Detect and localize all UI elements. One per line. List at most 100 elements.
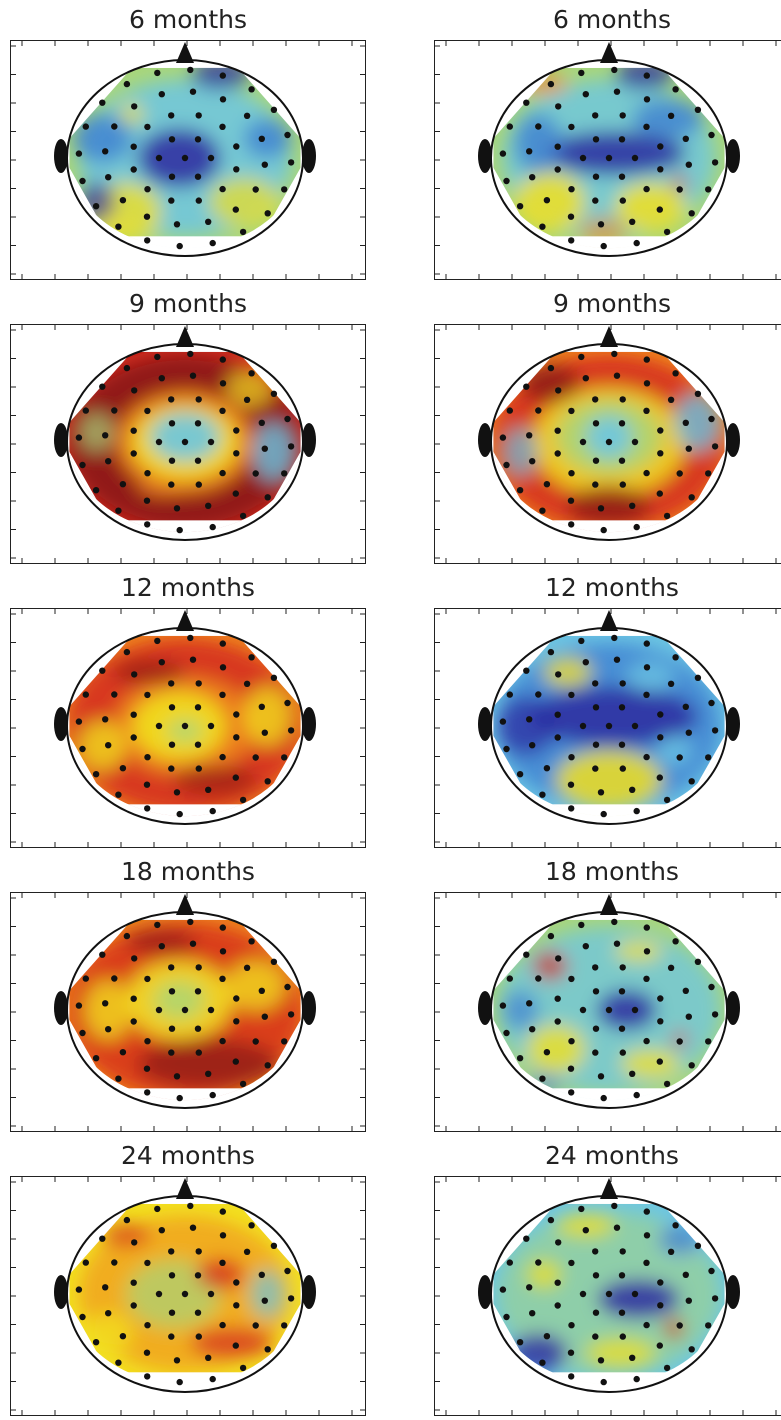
electrode-dot: [695, 675, 701, 681]
electrode-dot: [219, 408, 225, 414]
electrode-dot: [598, 1357, 604, 1363]
electrode-dot: [105, 458, 111, 464]
electrode-dot: [544, 1049, 550, 1055]
electrode-dot: [592, 964, 598, 970]
electrode-dot: [657, 427, 663, 433]
electrode-dot: [154, 354, 160, 360]
electrode-dot: [644, 356, 650, 362]
electrode-dot: [523, 1236, 529, 1242]
electrode-dot: [195, 1310, 201, 1316]
electrode-dot: [124, 81, 130, 87]
electrode-dot: [708, 700, 714, 706]
electrode-dot: [79, 178, 85, 184]
electrode-dot: [657, 734, 663, 740]
electrode-dot: [177, 1379, 183, 1385]
electrode-dot: [672, 86, 678, 92]
electrode-dot: [208, 155, 214, 161]
electrode-dot: [233, 995, 239, 1001]
electrode-dot: [529, 174, 535, 180]
electrode-dot: [592, 765, 598, 771]
topomap-panel-right-6mo: 6 months: [434, 0, 781, 284]
electrode-dot: [664, 513, 670, 519]
electrode-dot: [592, 1333, 598, 1339]
electrode-dot: [614, 373, 620, 379]
electrode-dot: [644, 664, 650, 670]
electrode-dot: [131, 166, 137, 172]
electrode-dot: [156, 1007, 162, 1013]
electrode-dot: [154, 922, 160, 928]
electrode-dot: [210, 1376, 216, 1382]
electrode-dot: [672, 370, 678, 376]
electrode-dot: [568, 1260, 574, 1266]
electrode-dot: [580, 155, 586, 161]
electrode-dot: [517, 487, 523, 493]
electrode-dot: [580, 1291, 586, 1297]
electrode-dot: [105, 1026, 111, 1032]
electrode-dot: [131, 387, 137, 393]
topomap-panel-right-12mo: 12 months: [434, 568, 781, 852]
electrode-dot: [169, 704, 175, 710]
electrode-dot: [83, 407, 89, 413]
electrode-dot: [664, 1081, 670, 1087]
electrode-dot: [182, 1007, 188, 1013]
electrode-dot: [233, 1058, 239, 1064]
electrode-dot: [668, 397, 674, 403]
electrode-dot: [102, 1284, 108, 1290]
electrode-dot: [619, 742, 625, 748]
electrode-dot: [593, 174, 599, 180]
electrode-dot: [144, 470, 150, 476]
electrode-dot: [529, 742, 535, 748]
electrode-dot: [168, 396, 174, 402]
electrode-dot: [683, 420, 689, 426]
electrode-dot: [526, 148, 532, 154]
electrode-dot: [102, 716, 108, 722]
electrode-dot: [159, 1227, 165, 1233]
electrode-dot: [271, 1243, 277, 1249]
electrode-dot: [253, 470, 259, 476]
electrode-dot: [233, 1279, 239, 1285]
electrode-dot: [169, 136, 175, 142]
electrode-dot: [195, 1272, 201, 1278]
electrode-dot: [606, 1291, 612, 1297]
electrode-dot: [686, 162, 692, 168]
electrode-dot: [174, 221, 180, 227]
electrode-dot: [131, 712, 137, 718]
electrode-dot: [568, 521, 574, 527]
electrode-dot: [620, 964, 626, 970]
electrode-dot: [619, 1026, 625, 1032]
electrode-dot: [248, 654, 254, 660]
electrode-dot: [555, 671, 561, 677]
electrode-dot: [657, 143, 663, 149]
electrode-dot: [76, 1286, 82, 1292]
electrode-dot: [120, 1049, 126, 1055]
electrode-dot: [643, 408, 649, 414]
electrode-dot: [102, 1000, 108, 1006]
electrode-dot: [159, 91, 165, 97]
electrode-dot: [523, 952, 529, 958]
electrode-dot: [144, 498, 150, 504]
electrode-dot: [598, 505, 604, 511]
electrode-dot: [144, 754, 150, 760]
electrode-dot: [144, 1038, 150, 1044]
electrode-dot: [233, 427, 239, 433]
electrode-dot: [265, 1346, 271, 1352]
electrode-dot: [632, 1007, 638, 1013]
electrode-dot: [712, 727, 718, 733]
electrode-dot: [568, 692, 574, 698]
electrode-dot: [535, 975, 541, 981]
electrode-dot: [262, 446, 268, 452]
electrode-dot: [205, 1071, 211, 1077]
electrode-dot: [169, 1310, 175, 1316]
electrode-dot: [708, 132, 714, 138]
electrode-dot: [210, 524, 216, 530]
electrode-dot: [284, 1268, 290, 1274]
topomap-panel-left-9mo: 9 months: [10, 284, 366, 568]
electrode-dot: [196, 964, 202, 970]
electrode-dot: [131, 1302, 137, 1308]
electrode-dot: [220, 924, 226, 930]
electrode-dot: [708, 984, 714, 990]
electrode-dot: [259, 704, 265, 710]
electrode-dot: [284, 984, 290, 990]
electrode-dot: [131, 103, 137, 109]
electrode-dot: [568, 976, 574, 982]
